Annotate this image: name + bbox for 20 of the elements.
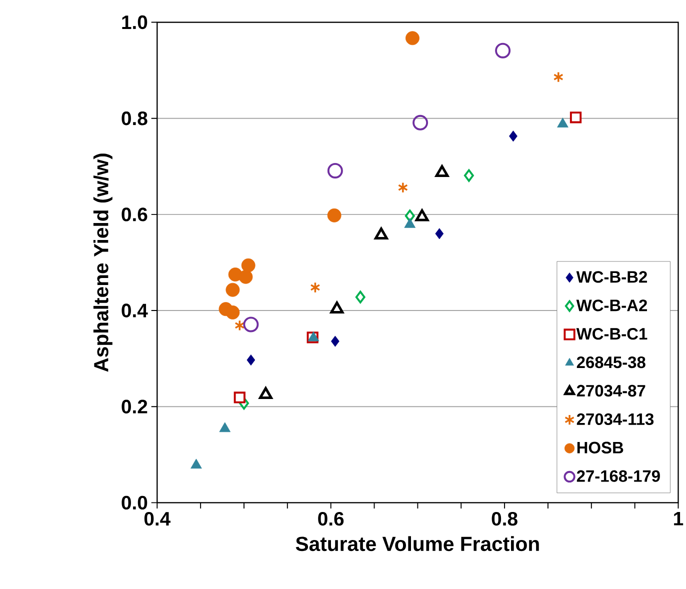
x-tick-label: 0.8: [492, 512, 518, 526]
legend-label: WC-B-B2: [576, 271, 647, 283]
x-tick-label: 0.4: [144, 512, 170, 526]
y-tick-label: 0.8: [122, 112, 148, 126]
legend-label: WC-B-A2: [576, 300, 647, 312]
legend-label: 27034-87: [576, 384, 646, 397]
x-tick-label: 1: [674, 512, 684, 526]
x-tick-label: 0.6: [318, 512, 344, 526]
x-axis-title: Saturate Volume Fraction: [296, 536, 539, 552]
y-tick-label: 0.0: [122, 496, 148, 510]
legend-label: HOSB: [577, 442, 624, 454]
legend-label: WC-B-C1: [576, 328, 648, 340]
legend-label: 26845-38: [576, 356, 646, 368]
legend-label: 27034-113: [576, 413, 654, 426]
y-tick-label: 0.2: [122, 400, 148, 414]
y-tick-label: 0.6: [122, 208, 148, 222]
legend-label: 27-168-179: [576, 470, 660, 482]
y-axis-title: Asphaltene Yield (w/w): [93, 154, 112, 372]
y-tick-label: 1.0: [122, 15, 148, 30]
y-tick-label: 0.4: [122, 304, 148, 318]
